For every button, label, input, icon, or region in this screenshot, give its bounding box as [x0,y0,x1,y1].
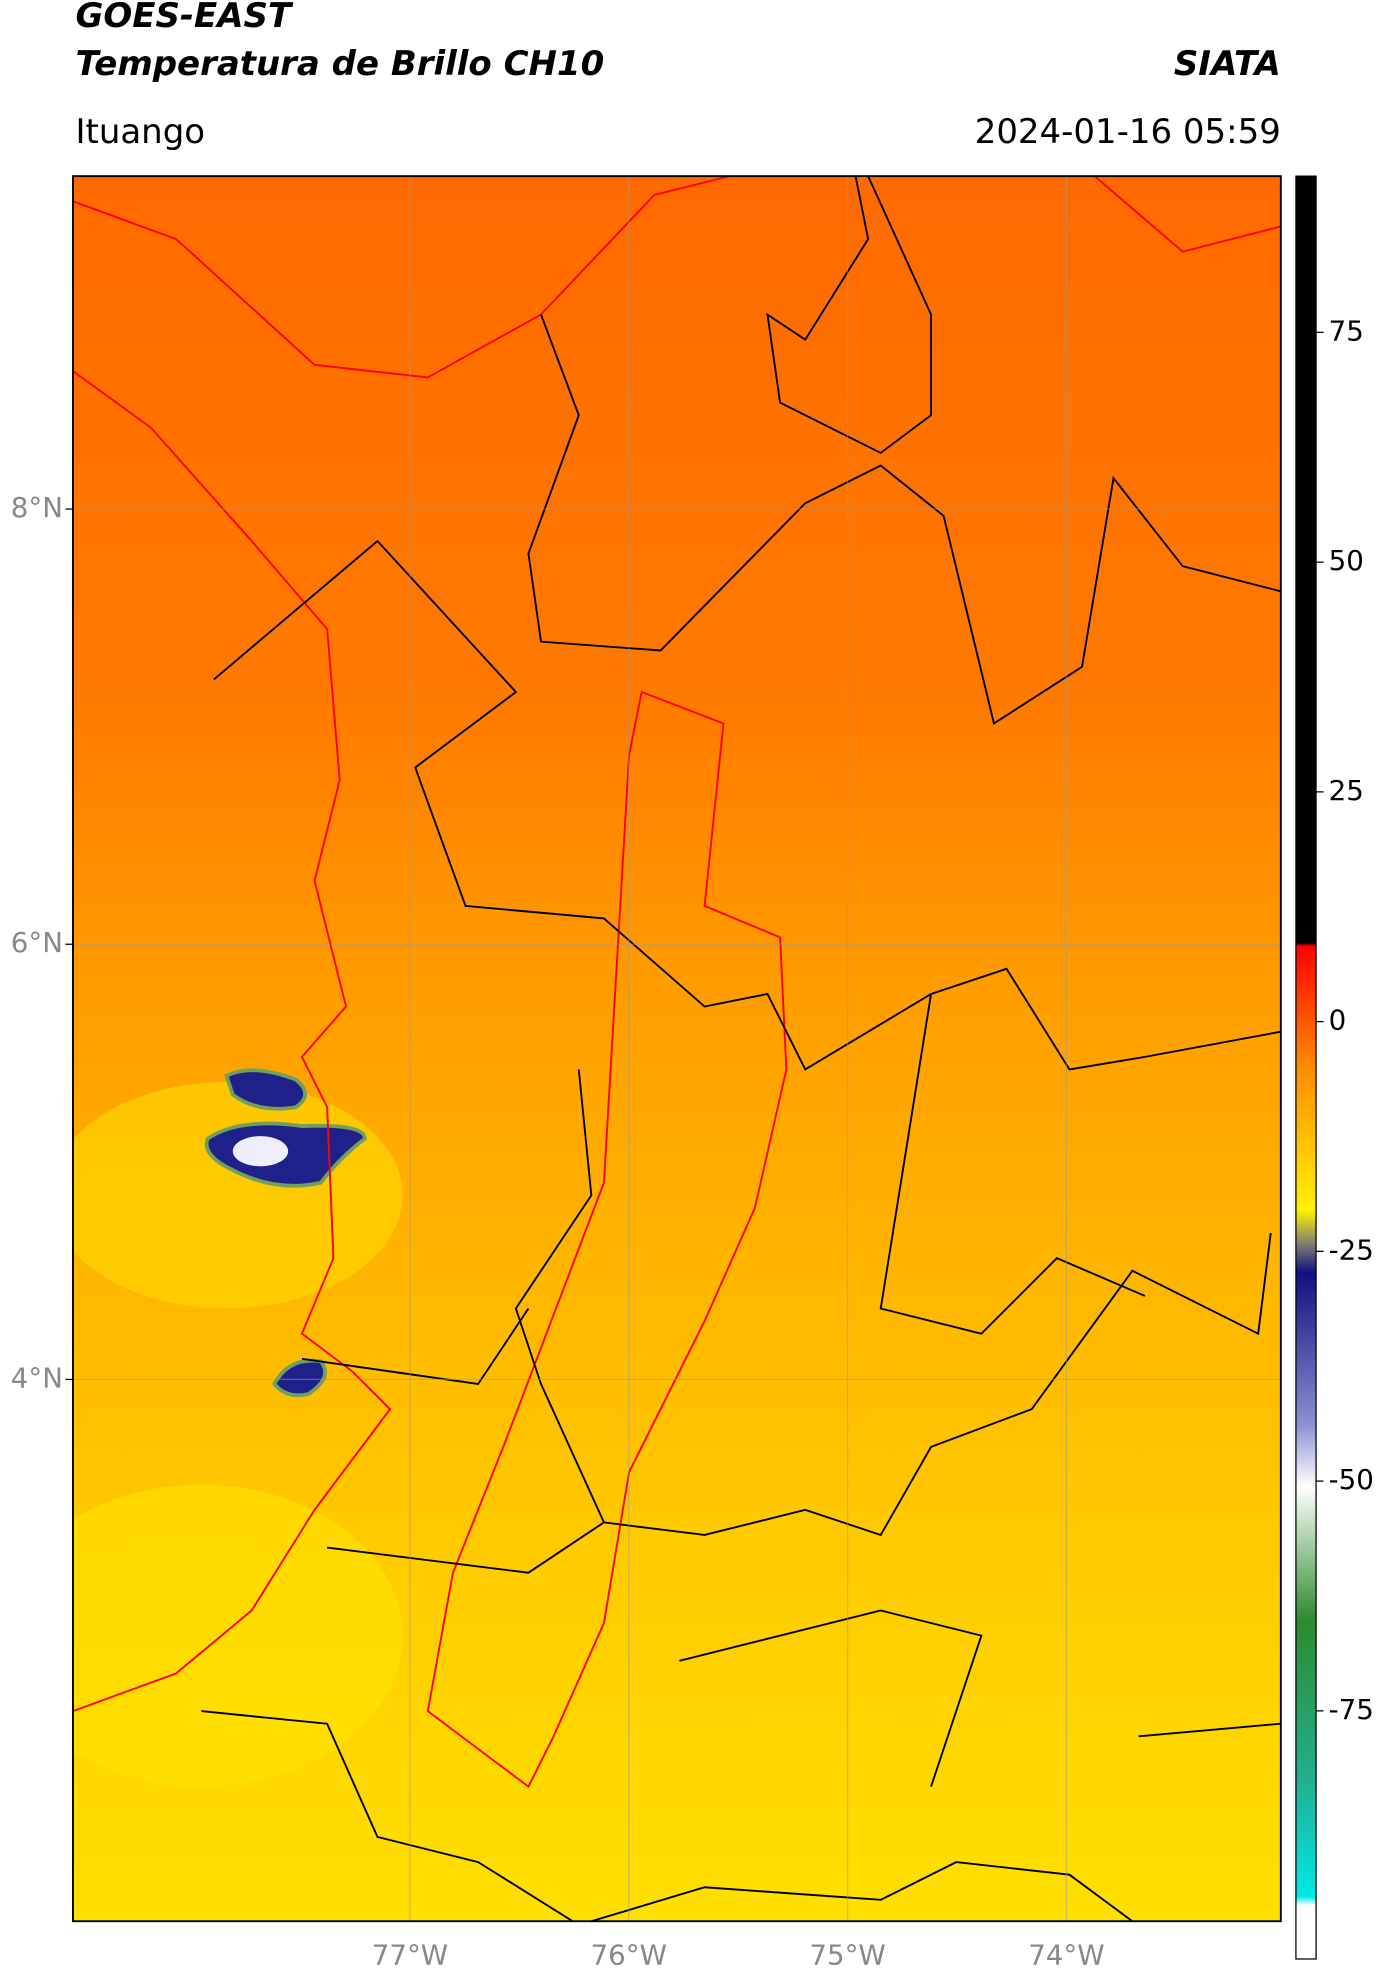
colorbar-tick-label: 75 [1329,314,1364,347]
warm-area [72,1484,403,1787]
colorbar [1295,175,1317,1960]
y-tick-label: 4°N [11,1361,63,1394]
source: SIATA [1174,44,1281,84]
colorbar-tick-label: 25 [1329,774,1364,807]
colorbar-tick-label: 0 [1329,1004,1347,1037]
y-tick-label: 6°N [11,926,63,959]
y-tick-label: 8°N [11,491,63,524]
timestamp: 2024-01-16 05:59 [975,112,1281,152]
coastline [72,370,392,1713]
cloud [272,1358,327,1398]
x-tick-label: 77°W [372,1938,448,1971]
cloud-core [232,1136,289,1167]
map-frame [72,175,1282,1923]
title: GOES-EAST [75,0,293,36]
coastline [72,176,1281,379]
x-tick-label: 75°W [809,1938,885,1971]
grid [72,176,1281,1922]
subtitle: Temperatura de Brillo CH10 [75,44,604,84]
cloud [224,1068,307,1111]
x-tick-label: 76°W [591,1938,667,1971]
location: Ituango [75,112,205,152]
x-tick-label: 74°W [1028,1938,1104,1971]
colorbar-tick-label: 50 [1329,544,1364,577]
map-image [72,176,1281,1922]
colorbar-tick-label: -50 [1329,1463,1374,1496]
colorbar-tick-label: -25 [1329,1233,1374,1266]
region-boundary [426,690,788,1789]
warm-area [72,1082,403,1309]
department-boundary [201,176,1281,1922]
colorbar-tick-label: -75 [1329,1693,1374,1726]
